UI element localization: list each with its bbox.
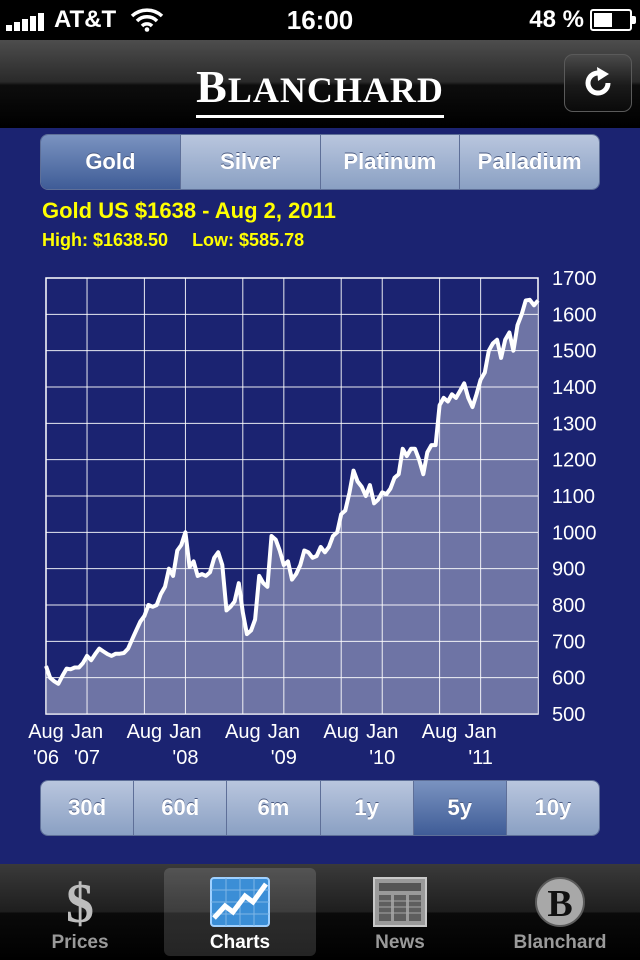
x-tick-year-label: '10	[369, 747, 395, 769]
chart-screen: Gold Silver Platinum Palladium Gold US $163…	[0, 128, 640, 864]
y-tick-label: 1500	[552, 341, 597, 363]
tab-label: News	[375, 932, 425, 953]
x-tick-label: Jan	[71, 721, 103, 743]
y-tick-label: 900	[552, 559, 585, 581]
range-selector: 30d 60d 6m 1y 5y 10y	[40, 780, 600, 836]
x-tick-label: Aug	[28, 721, 64, 743]
y-tick-label: 1100	[552, 486, 595, 508]
y-tick-label: 600	[552, 668, 585, 690]
x-tick-year-label: '07	[74, 747, 100, 769]
x-tick-label: Aug	[127, 721, 163, 743]
metal-selector: Gold Silver Platinum Palladium	[40, 134, 600, 190]
x-tick-label: Jan	[268, 721, 300, 743]
price-chart: 500 600 700 800 900 1000 1100 1200 1300 1400 1500 1…	[28, 268, 597, 769]
clock: 16:00	[286, 5, 354, 35]
x-tick-year-label: '09	[271, 747, 297, 769]
tab-range-1y[interactable]: 1y	[320, 781, 414, 835]
price-area	[46, 299, 538, 714]
blanchard-b-icon: B	[533, 874, 587, 930]
tab-metal-palladium[interactable]: Palladium	[460, 135, 599, 189]
signal-strength-icon	[6, 9, 46, 31]
blanchard-logo: BLANCHARD	[0, 60, 640, 118]
y-tick-label: 1700	[552, 268, 597, 290]
x-tick-label: Jan	[169, 721, 201, 743]
svg-text:B: B	[547, 883, 572, 925]
y-tick-label: 1400	[552, 377, 597, 399]
y-tick-label: 1000	[552, 522, 597, 544]
y-tick-label: 1200	[552, 450, 597, 472]
y-tick-label: 500	[552, 704, 585, 726]
tab-label: Charts	[209, 932, 271, 953]
tab-range-60d[interactable]: 60d	[134, 781, 228, 835]
tab-label: Prices	[51, 932, 109, 953]
nav-bar: BLANCHARD	[0, 40, 640, 128]
tab-range-5y[interactable]: 5y	[413, 781, 507, 835]
refresh-button[interactable]	[564, 54, 632, 112]
tab-blanchard[interactable]: B Blanchard	[480, 864, 640, 960]
y-tick-label: 800	[552, 595, 585, 617]
tab-bar: $ Prices Charts News B Blanchard	[0, 864, 640, 960]
svg-text:$: $	[66, 874, 94, 930]
tab-range-30d[interactable]: 30d	[41, 781, 135, 835]
chart-icon	[209, 874, 271, 930]
tab-prices[interactable]: $ Prices	[0, 864, 160, 960]
x-tick-year-label: '08	[172, 747, 198, 769]
tab-charts[interactable]: Charts	[160, 864, 320, 960]
battery-percent: 48 %	[529, 6, 584, 33]
price-headline: Gold US $1638 - Aug 2, 2011	[42, 198, 336, 223]
tab-metal-silver[interactable]: Silver	[180, 135, 321, 189]
tab-label: Blanchard	[513, 932, 607, 953]
dollar-icon: $	[55, 874, 105, 930]
x-tick-year-label: '06	[33, 747, 59, 769]
y-tick-label: 1600	[552, 304, 597, 326]
refresh-icon	[585, 67, 611, 96]
battery-icon	[590, 9, 636, 31]
tab-range-10y[interactable]: 10y	[506, 781, 599, 835]
x-tick-label: Aug	[225, 721, 261, 743]
tab-metal-platinum[interactable]: Platinum	[320, 135, 461, 189]
x-tick-year-label: '11	[468, 747, 493, 769]
price-line	[44, 297, 540, 686]
wifi-icon	[130, 8, 164, 32]
high-price: High: $1638.50	[42, 230, 169, 250]
y-tick-label: 1300	[552, 413, 597, 435]
tab-range-6m[interactable]: 6m	[227, 781, 321, 835]
carrier: AT&T	[6, 6, 116, 34]
x-tick-label: Jan	[465, 721, 497, 743]
newspaper-icon	[371, 874, 429, 930]
x-tick-label: Aug	[422, 721, 458, 743]
x-tick-label: Jan	[366, 721, 398, 743]
tab-news[interactable]: News	[320, 864, 480, 960]
status-bar: AT&T 16:00 48 %	[0, 0, 640, 40]
x-tick-label: Aug	[323, 721, 359, 743]
high-low: High: $1638.50 Low: $585.78	[42, 230, 304, 251]
y-tick-label: 700	[552, 631, 585, 653]
tab-metal-gold[interactable]: Gold	[41, 135, 181, 189]
low-price: Low: $585.78	[192, 230, 305, 250]
carrier-name: AT&T	[54, 6, 117, 33]
